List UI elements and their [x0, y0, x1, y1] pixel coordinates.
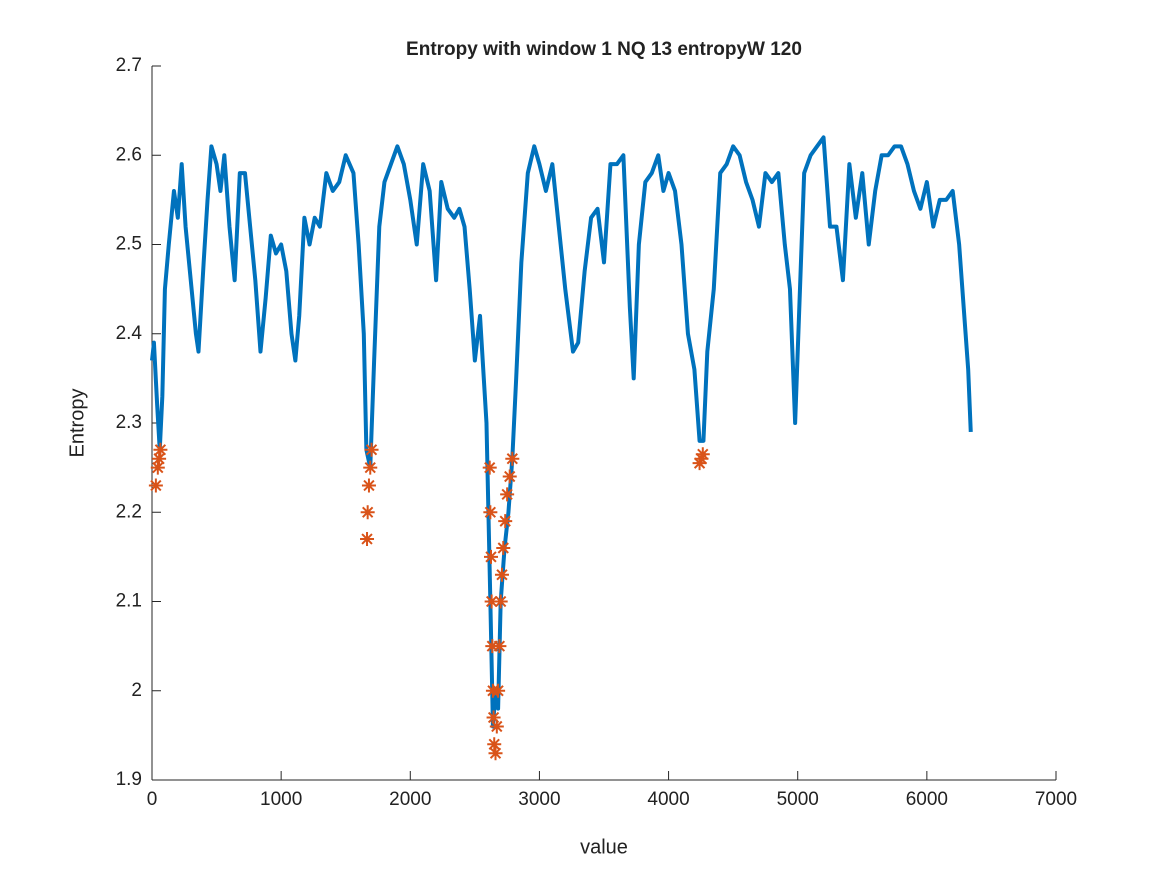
data-point — [492, 639, 507, 654]
data-point — [361, 478, 376, 493]
data-point — [483, 505, 498, 520]
data-point — [498, 514, 513, 529]
y-tick-label: 2.5 — [116, 234, 142, 255]
x-axis-label: value — [580, 836, 628, 858]
x-tick-label: 6000 — [906, 789, 948, 810]
x-tick-label: 2000 — [389, 789, 431, 810]
y-axis-label: Entropy — [66, 389, 88, 458]
data-point — [153, 442, 168, 457]
x-tick-label: 4000 — [647, 789, 689, 810]
data-point — [485, 639, 500, 654]
data-point — [489, 719, 504, 734]
data-line — [150, 135, 973, 729]
data-point — [500, 487, 515, 502]
data-point — [502, 469, 517, 484]
data-point — [148, 478, 163, 493]
data-point — [484, 594, 499, 609]
chart-title: Entropy with window 1 NQ 13 entropyW 120 — [406, 39, 802, 60]
data-point — [152, 451, 167, 466]
x-tick-label: 0 — [147, 789, 158, 810]
data-point — [482, 460, 497, 475]
data-point — [484, 549, 498, 564]
data-point — [363, 460, 378, 475]
data-point — [150, 460, 165, 475]
y-tick-label: 2.2 — [116, 501, 142, 522]
y-tick-label: 1.9 — [116, 769, 142, 790]
data-point — [695, 447, 710, 462]
x-tick-label: 3000 — [518, 789, 560, 810]
data-point — [360, 505, 375, 520]
y-tick-label: 2.1 — [116, 591, 142, 612]
x-tick-label: 5000 — [777, 789, 819, 810]
data-point — [494, 567, 509, 582]
data-point — [488, 746, 503, 761]
y-tick-label: 2.4 — [116, 323, 143, 344]
data-point — [491, 683, 506, 698]
data-point — [493, 594, 508, 609]
y-tick-label: 2.6 — [116, 144, 142, 165]
data-point — [486, 710, 501, 725]
data-point — [694, 451, 709, 466]
data-point — [487, 737, 502, 752]
data-point — [692, 456, 707, 471]
y-tick-label: 2 — [131, 680, 142, 701]
data-point — [505, 451, 520, 466]
y-tick-label: 2.7 — [116, 55, 142, 76]
y-tick-label: 2.3 — [116, 412, 142, 433]
x-tick-label: 7000 — [1035, 789, 1077, 810]
data-point — [496, 540, 511, 555]
data-point — [364, 442, 379, 457]
data-point — [360, 532, 375, 547]
x-tick-label: 1000 — [260, 789, 302, 810]
